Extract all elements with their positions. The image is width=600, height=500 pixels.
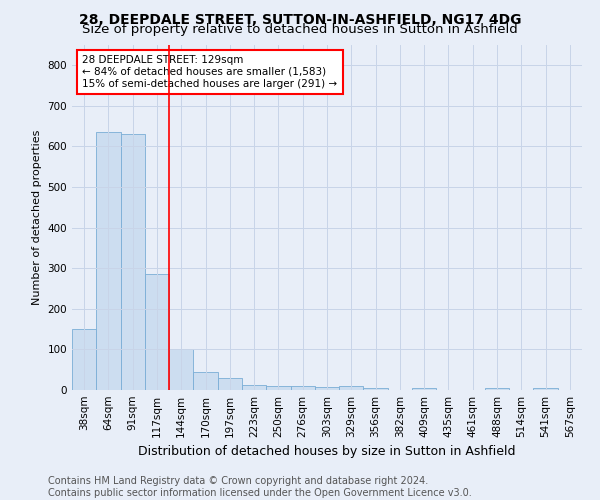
Text: 28 DEEPDALE STREET: 129sqm
← 84% of detached houses are smaller (1,583)
15% of s: 28 DEEPDALE STREET: 129sqm ← 84% of deta…: [82, 56, 337, 88]
Text: 28, DEEPDALE STREET, SUTTON-IN-ASHFIELD, NG17 4DG: 28, DEEPDALE STREET, SUTTON-IN-ASHFIELD,…: [79, 12, 521, 26]
Bar: [218, 378, 242, 390]
Text: Size of property relative to detached houses in Sutton in Ashfield: Size of property relative to detached ho…: [82, 22, 518, 36]
Bar: [121, 134, 145, 390]
Text: Contains HM Land Registry data © Crown copyright and database right 2024.
Contai: Contains HM Land Registry data © Crown c…: [48, 476, 472, 498]
Bar: [169, 348, 193, 390]
Bar: [145, 274, 169, 390]
X-axis label: Distribution of detached houses by size in Sutton in Ashfield: Distribution of detached houses by size …: [138, 446, 516, 458]
Bar: [193, 372, 218, 390]
Bar: [533, 388, 558, 390]
Bar: [364, 388, 388, 390]
Y-axis label: Number of detached properties: Number of detached properties: [32, 130, 42, 305]
Bar: [242, 385, 266, 390]
Bar: [266, 386, 290, 390]
Bar: [96, 132, 121, 390]
Bar: [315, 387, 339, 390]
Bar: [290, 386, 315, 390]
Bar: [72, 329, 96, 390]
Bar: [339, 386, 364, 390]
Bar: [485, 388, 509, 390]
Bar: [412, 388, 436, 390]
